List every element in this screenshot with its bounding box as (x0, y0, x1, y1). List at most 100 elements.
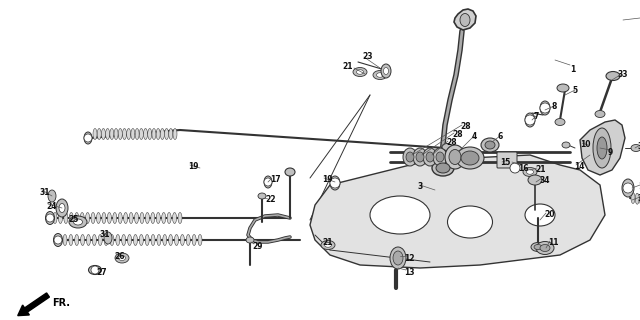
Text: 28: 28 (446, 138, 456, 147)
Text: 11: 11 (548, 238, 559, 247)
Ellipse shape (108, 212, 111, 223)
Text: 31: 31 (40, 188, 51, 197)
Circle shape (330, 178, 340, 188)
Circle shape (525, 115, 535, 125)
Ellipse shape (406, 152, 414, 162)
Ellipse shape (163, 235, 167, 245)
Text: 33: 33 (618, 70, 628, 79)
Text: 10: 10 (580, 140, 591, 149)
Ellipse shape (151, 235, 155, 245)
Ellipse shape (59, 204, 65, 212)
Ellipse shape (140, 235, 143, 245)
Ellipse shape (104, 235, 108, 245)
Ellipse shape (321, 241, 335, 250)
Ellipse shape (140, 129, 143, 140)
Polygon shape (310, 155, 605, 268)
Ellipse shape (133, 235, 138, 245)
Text: 8: 8 (552, 102, 557, 111)
Text: 7: 7 (534, 112, 540, 121)
Ellipse shape (246, 237, 254, 243)
Ellipse shape (102, 212, 106, 223)
Ellipse shape (527, 170, 534, 174)
Text: 23: 23 (362, 52, 372, 61)
Text: 19: 19 (322, 175, 333, 184)
Circle shape (623, 183, 633, 193)
Ellipse shape (356, 70, 364, 74)
Text: 21: 21 (342, 62, 353, 71)
Text: 29: 29 (252, 242, 262, 251)
Ellipse shape (145, 212, 149, 223)
Ellipse shape (48, 190, 56, 202)
Ellipse shape (413, 148, 427, 166)
Text: 24: 24 (46, 202, 56, 211)
Text: 6: 6 (498, 132, 503, 141)
Text: 9: 9 (608, 148, 613, 157)
Ellipse shape (631, 193, 635, 204)
Ellipse shape (118, 212, 122, 223)
Text: 27: 27 (96, 268, 107, 277)
Ellipse shape (353, 68, 367, 76)
Ellipse shape (131, 129, 135, 140)
Ellipse shape (169, 129, 173, 140)
Ellipse shape (390, 247, 406, 269)
Ellipse shape (525, 204, 555, 226)
Text: 32: 32 (638, 194, 640, 203)
Circle shape (84, 134, 92, 142)
Ellipse shape (124, 212, 127, 223)
Ellipse shape (528, 175, 542, 185)
Ellipse shape (93, 129, 97, 140)
Ellipse shape (110, 235, 114, 245)
Ellipse shape (75, 212, 79, 223)
Ellipse shape (523, 167, 537, 177)
Ellipse shape (74, 219, 83, 225)
Ellipse shape (129, 212, 133, 223)
Text: 21: 21 (322, 238, 333, 247)
Ellipse shape (152, 129, 156, 140)
FancyBboxPatch shape (497, 152, 517, 168)
Text: 19: 19 (188, 162, 198, 171)
Ellipse shape (381, 64, 391, 78)
Ellipse shape (534, 244, 542, 250)
Text: 28: 28 (452, 130, 463, 139)
Ellipse shape (104, 232, 112, 244)
Ellipse shape (45, 212, 54, 225)
Ellipse shape (98, 235, 102, 245)
Circle shape (54, 236, 62, 244)
Ellipse shape (106, 129, 109, 140)
Ellipse shape (555, 118, 565, 125)
Ellipse shape (173, 129, 177, 140)
Ellipse shape (192, 235, 196, 245)
Ellipse shape (393, 251, 403, 265)
Ellipse shape (180, 235, 184, 245)
Ellipse shape (258, 193, 266, 199)
Circle shape (510, 163, 520, 173)
Ellipse shape (157, 235, 161, 245)
Ellipse shape (540, 101, 550, 115)
Ellipse shape (330, 176, 340, 190)
Ellipse shape (118, 255, 125, 260)
Ellipse shape (86, 235, 90, 245)
Ellipse shape (86, 212, 90, 223)
Ellipse shape (162, 212, 166, 223)
Ellipse shape (442, 143, 452, 150)
Ellipse shape (114, 129, 118, 140)
Ellipse shape (622, 179, 634, 197)
Text: 34: 34 (540, 176, 550, 185)
Ellipse shape (376, 73, 383, 77)
Ellipse shape (167, 212, 171, 223)
Ellipse shape (324, 243, 332, 247)
Text: 26: 26 (114, 252, 125, 261)
Ellipse shape (449, 149, 461, 164)
Ellipse shape (426, 152, 434, 162)
Ellipse shape (373, 70, 387, 79)
Ellipse shape (264, 176, 272, 188)
Ellipse shape (173, 212, 177, 223)
Ellipse shape (485, 141, 495, 149)
Ellipse shape (122, 129, 127, 140)
Ellipse shape (84, 132, 92, 144)
Ellipse shape (597, 137, 607, 159)
Ellipse shape (178, 212, 182, 223)
Ellipse shape (63, 235, 67, 245)
Ellipse shape (436, 163, 450, 173)
Text: 5: 5 (572, 86, 577, 95)
